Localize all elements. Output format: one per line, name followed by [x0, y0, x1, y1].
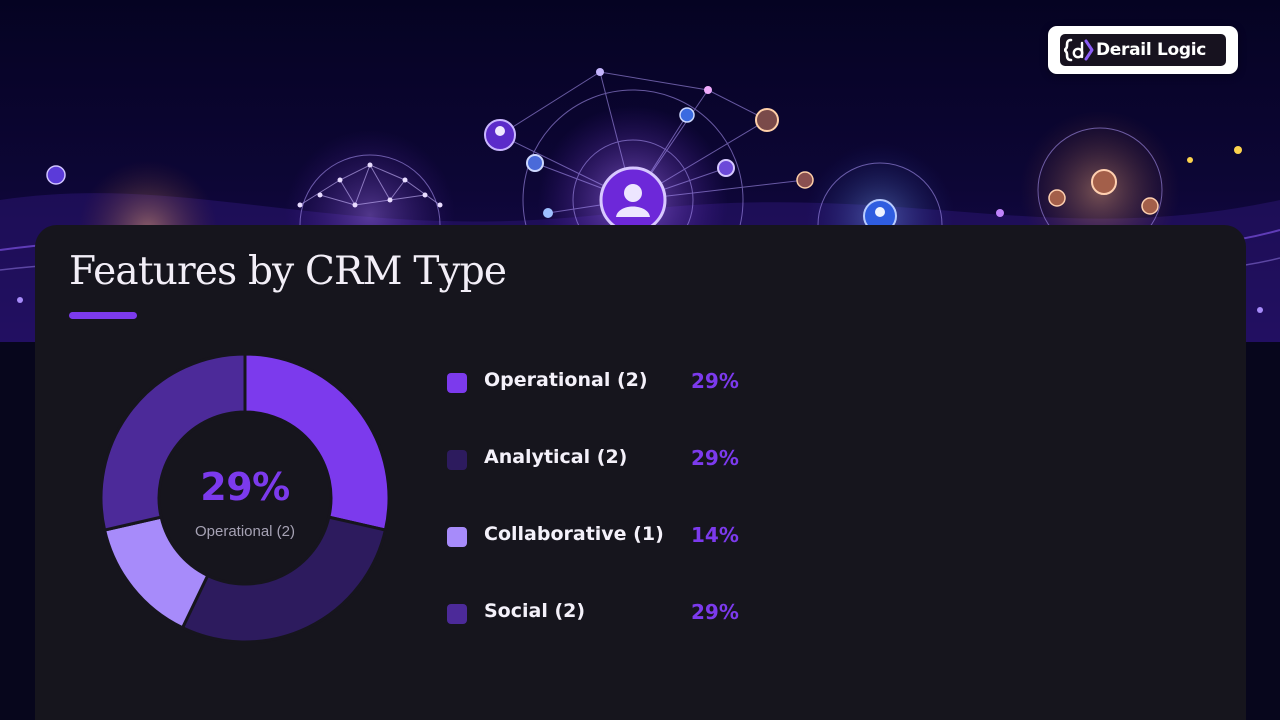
brand-name: Derail Logic: [1096, 40, 1207, 60]
page-title: Features by CRM Type: [69, 249, 507, 294]
legend-label: Social (2): [484, 600, 586, 622]
brand-logo-badge: Derail Logic: [1060, 34, 1226, 66]
legend-swatch: [447, 373, 467, 393]
legend-item-analytical[interactable]: Analytical (2) 29%: [447, 442, 807, 519]
legend-item-social[interactable]: Social (2) 29%: [447, 596, 807, 673]
donut-center-label: Operational (2): [194, 523, 296, 540]
donut-chart-svg: [100, 353, 390, 643]
brand-logo[interactable]: Derail Logic: [1048, 26, 1238, 74]
title-underline: [69, 312, 137, 319]
legend-percent: 29%: [691, 600, 739, 624]
donut-chart: 29% Operational (2): [100, 353, 390, 643]
legend-swatch: [447, 527, 467, 547]
legend-swatch: [447, 450, 467, 470]
legend-label: Analytical (2): [484, 446, 628, 468]
chart-legend: Operational (2) 29% Analytical (2) 29% C…: [447, 365, 807, 673]
legend-swatch: [447, 604, 467, 624]
legend-label: Collaborative (1): [484, 523, 664, 545]
chart-panel: Features by CRM Type 29% Operational (2)…: [35, 225, 1246, 720]
legend-item-operational[interactable]: Operational (2) 29%: [447, 365, 807, 442]
brace-d-logo-icon: [1060, 34, 1096, 66]
legend-percent: 29%: [691, 446, 739, 470]
donut-center-value: 29%: [200, 465, 290, 509]
donut-slice-social[interactable]: [100, 353, 247, 532]
legend-label: Operational (2): [484, 369, 648, 391]
donut-slice-operational[interactable]: [243, 353, 390, 532]
legend-percent: 14%: [691, 523, 739, 547]
legend-percent: 29%: [691, 369, 739, 393]
donut-slice-analytical[interactable]: [180, 515, 388, 643]
legend-item-collaborative[interactable]: Collaborative (1) 14%: [447, 519, 807, 596]
